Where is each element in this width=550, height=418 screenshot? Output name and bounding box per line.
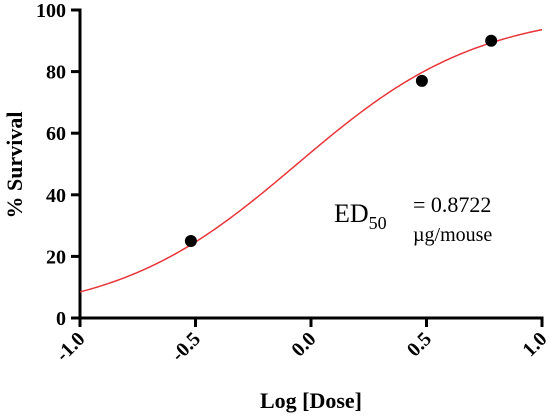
x-tick-label: -1.0	[52, 328, 90, 366]
ed50-label: ED	[334, 199, 369, 228]
svg-text:ED50: ED50	[334, 199, 387, 233]
data-point	[184, 235, 197, 247]
x-axis-ticks: -1.0 -0.5 0.0 0.5 1.0	[52, 318, 550, 366]
data-point	[415, 74, 428, 87]
y-tick-label: 80	[46, 62, 66, 84]
ed50-subscript: 50	[369, 213, 387, 233]
x-axis-title: Log [Dose]	[260, 388, 362, 413]
x-tick-label: 1.0	[518, 328, 550, 361]
y-tick-label: 40	[46, 185, 66, 207]
y-tick-label: 20	[46, 246, 66, 268]
ed50-unit: µg/mouse	[413, 224, 492, 246]
ed50-value: = 0.8722	[413, 192, 491, 217]
x-tick-label: -0.5	[167, 328, 205, 366]
x-tick-label: 0.5	[403, 328, 436, 361]
y-axis-ticks: 0 20 40 60 80 100	[36, 0, 80, 330]
x-tick-label: 0.0	[287, 328, 320, 361]
data-point	[485, 34, 498, 47]
y-tick-label: 100	[36, 0, 66, 22]
y-axis-title: % Survival	[2, 112, 27, 219]
y-tick-label: 60	[46, 123, 66, 145]
data-points	[184, 34, 498, 247]
ed50-annotation: ED50 = 0.8722 µg/mouse	[334, 192, 492, 246]
fit-curve	[79, 28, 543, 293]
y-tick-label: 0	[56, 308, 66, 330]
